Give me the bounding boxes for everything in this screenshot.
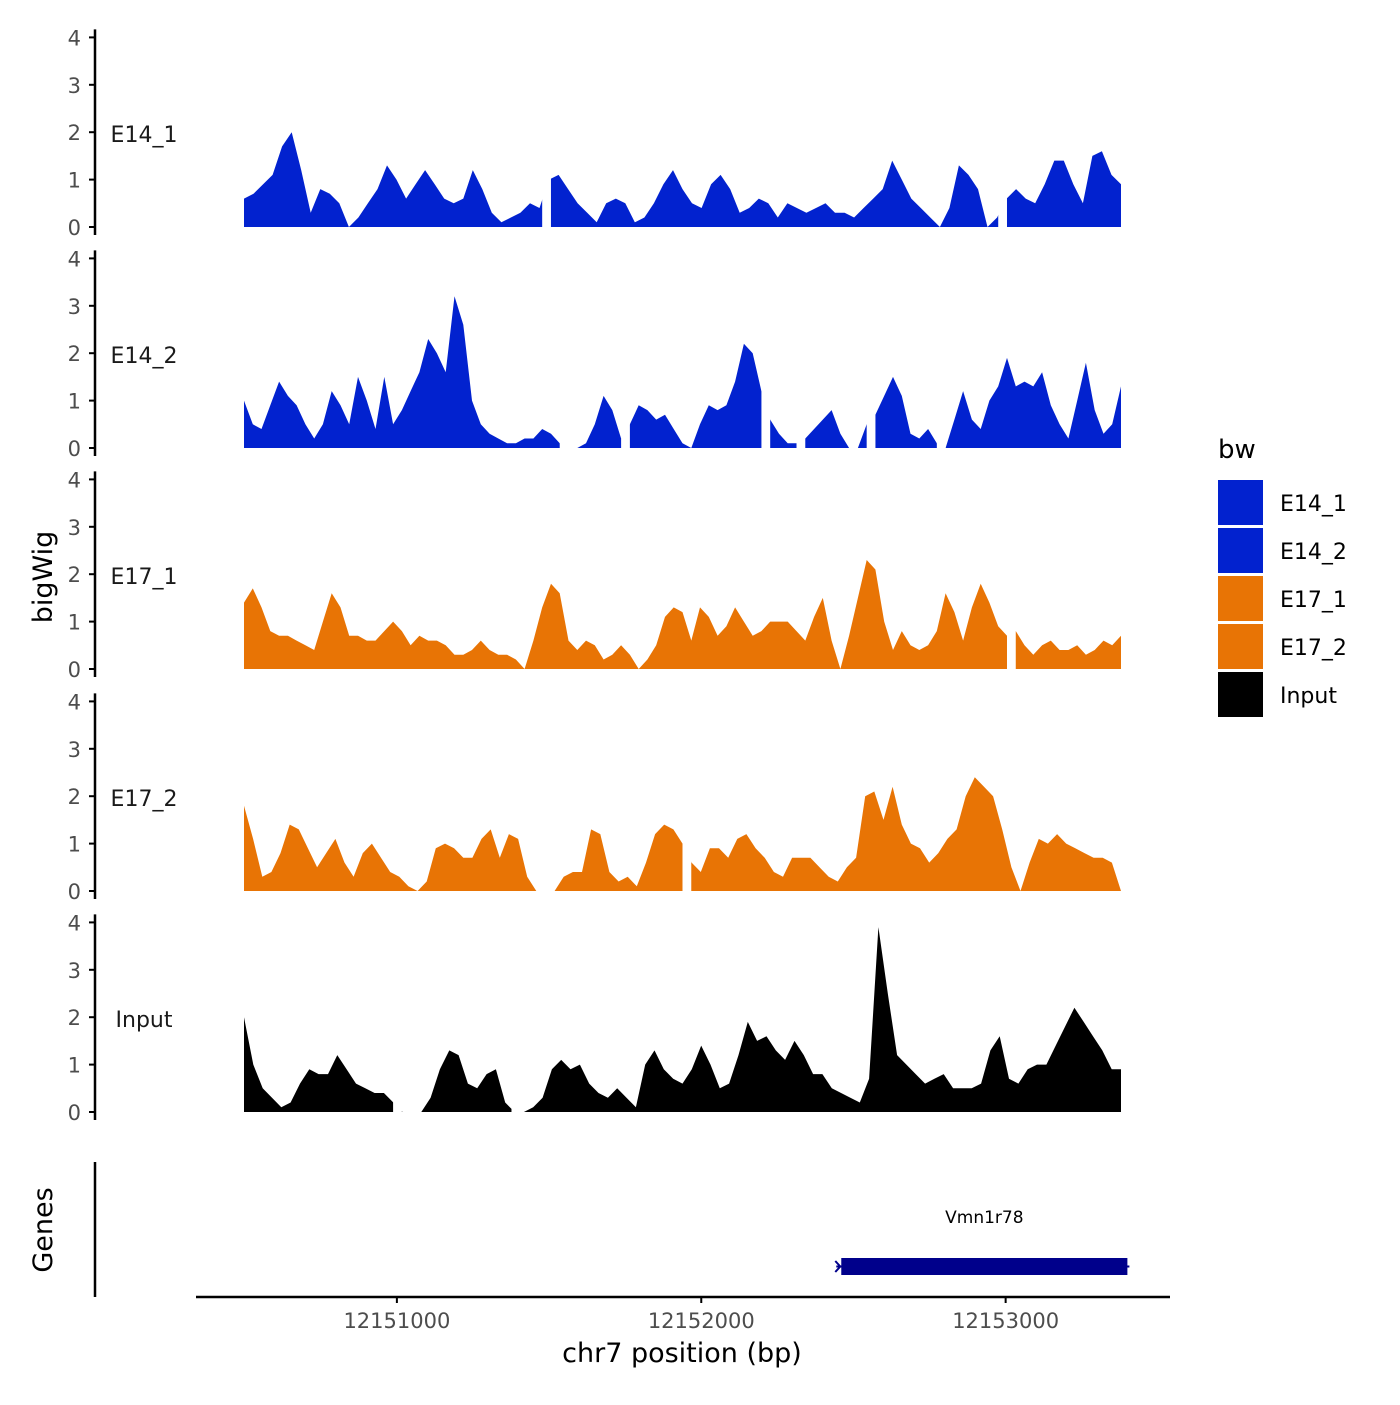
signal-area-E14_1 (244, 132, 1121, 227)
y-tick-label: 0 (68, 216, 81, 240)
legend-swatch (1218, 480, 1263, 525)
y-tick-label: 0 (68, 437, 81, 461)
x-tick-label: 12151000 (343, 1309, 450, 1333)
gene-label: Vmn1r78 (945, 1208, 1023, 1228)
legend-label: E14_1 (1280, 492, 1347, 517)
no-data-gap (682, 691, 692, 893)
legend-item-E14_2: E14_2 (1218, 528, 1347, 573)
no-data-gap (621, 248, 630, 450)
no-data-gap (998, 27, 1007, 230)
no-data-gap (542, 27, 551, 230)
track-panel-Input: 0 1 2 3 4 Input (68, 911, 1121, 1125)
legend-title: bw (1218, 435, 1256, 465)
legend-label: Input (1280, 684, 1337, 709)
y-tick-label: 4 (68, 690, 81, 714)
y-tick-label: 1 (68, 611, 81, 635)
signal-area-E14_2 (244, 296, 1121, 448)
track-panel-E14_2: 0 1 2 3 4 E14_2 (68, 247, 1121, 461)
signal-area-Input (244, 927, 1121, 1112)
track-label: Input (116, 1008, 173, 1033)
y-tick-label: 0 (68, 658, 81, 682)
y-tick-label: 4 (68, 26, 81, 50)
track-panel-E17_1: 0 1 2 3 4 E17_1 (68, 468, 1121, 682)
no-data-gap (761, 248, 771, 450)
x-axis-title: chr7 position (bp) (562, 1338, 802, 1369)
y-tick-label: 3 (68, 959, 81, 983)
legend-swatch (1218, 624, 1263, 669)
track-label: E17_1 (111, 565, 178, 590)
track-panels: 0 1 2 3 4 E14_1 0 1 2 3 4 E14_2 0 1 2 3 4 E17_1 0 1 2 3 4 E17_2… (68, 26, 1121, 1125)
y-axis-title: bigWig (28, 531, 59, 624)
y-tick-label: 2 (68, 342, 81, 366)
legend-item-E17_1: E17_1 (1218, 576, 1347, 621)
legend-item-E17_2: E17_2 (1218, 624, 1347, 669)
x-tick-label: 12152000 (648, 1309, 755, 1333)
y-tick-label: 2 (68, 563, 81, 587)
y-tick-label: 3 (68, 74, 81, 98)
no-data-gap (936, 248, 946, 450)
track-panel-E14_1: 0 1 2 3 4 E14_1 (68, 26, 1121, 240)
y-tick-label: 1 (68, 833, 81, 857)
no-data-gap (393, 912, 402, 1114)
no-data-gap (511, 912, 521, 1114)
y-tick-label: 2 (68, 785, 81, 809)
x-axis: 12151000 12152000 12153000 (196, 1295, 1170, 1333)
legend-swatch (1218, 672, 1263, 717)
signal-area-E17_1 (244, 560, 1121, 669)
y-tick-label: 2 (68, 121, 81, 145)
y-tick-label: 1 (68, 390, 81, 414)
no-data-gap (1006, 469, 1016, 671)
x-tick-label: 12153000 (952, 1309, 1059, 1333)
track-label: E17_2 (111, 787, 178, 812)
genes-track: Vmn1r78 (93, 1162, 1130, 1297)
track-panel-E17_2: 0 1 2 3 4 E17_2 (68, 690, 1121, 904)
track-label: E14_2 (111, 344, 178, 369)
strand-arrow-icon (834, 1260, 842, 1273)
legend-item-Input: Input (1218, 672, 1337, 717)
legend-label: E14_2 (1280, 540, 1347, 565)
y-tick-label: 2 (68, 1006, 81, 1030)
no-data-gap (559, 248, 569, 450)
y-tick-label: 4 (68, 911, 81, 935)
y-tick-label: 1 (68, 1054, 81, 1078)
signal-area-E17_2 (244, 777, 1121, 891)
y-tick-label: 0 (68, 1101, 81, 1125)
y-tick-label: 3 (68, 516, 81, 540)
y-tick-label: 4 (68, 468, 81, 492)
gene-Vmn1r78: Vmn1r78 (834, 1208, 1130, 1275)
y-tick-label: 1 (68, 169, 81, 193)
legend-swatch (1218, 576, 1263, 621)
legend: bw E14_1 E14_2 E17_1 E17_2 Input (1218, 435, 1347, 717)
y-tick-label: 0 (68, 880, 81, 904)
y-tick-label: 3 (68, 738, 81, 762)
no-data-gap (796, 248, 806, 450)
legend-label: E17_2 (1280, 636, 1347, 661)
no-data-gap (866, 248, 876, 450)
legend-label: E17_1 (1280, 588, 1347, 613)
y-tick-label: 3 (68, 295, 81, 319)
track-label: E14_1 (111, 123, 178, 148)
y-tick-label: 4 (68, 247, 81, 271)
legend-swatch (1218, 528, 1263, 573)
legend-item-E14_1: E14_1 (1218, 480, 1347, 525)
genes-axis-title: Genes (28, 1187, 59, 1272)
